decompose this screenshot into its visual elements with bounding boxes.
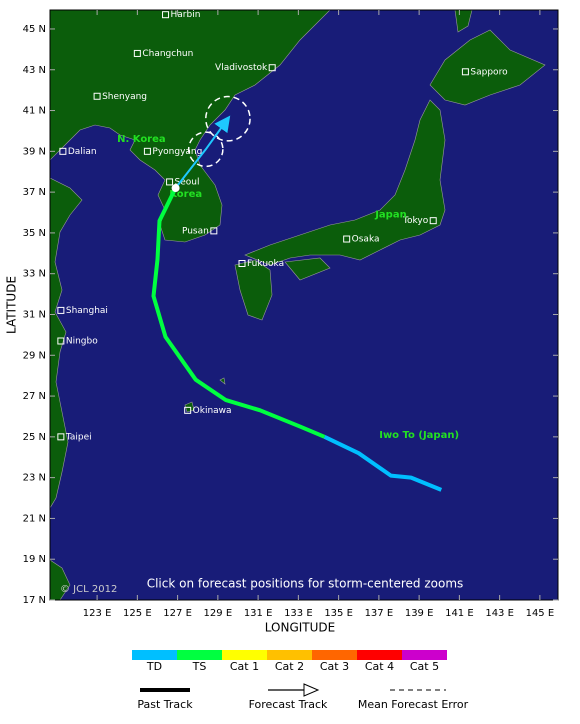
city-label: Harbin bbox=[171, 10, 201, 20]
city-label: Sapporo bbox=[470, 67, 508, 77]
forecast-error-circle bbox=[205, 95, 251, 142]
city-marker bbox=[57, 306, 65, 314]
city-marker bbox=[461, 68, 469, 76]
region-label: Iwo To (Japan) bbox=[379, 430, 459, 441]
city-marker bbox=[429, 217, 437, 225]
y-tick-label: 23 N bbox=[23, 473, 46, 484]
y-tick-label: 19 N bbox=[23, 554, 46, 565]
legend-label: TD bbox=[146, 660, 162, 673]
region-label: Korea bbox=[169, 189, 202, 200]
city-label: Taipei bbox=[65, 432, 92, 442]
legend-swatch bbox=[357, 650, 402, 660]
city-marker bbox=[268, 64, 276, 72]
legend-key-label: Past Track bbox=[137, 698, 193, 711]
past-track bbox=[323, 434, 443, 492]
forecast-track bbox=[174, 115, 231, 189]
city-label: Dalian bbox=[68, 147, 97, 157]
legend-swatch bbox=[312, 650, 357, 660]
y-tick-label: 45 N bbox=[23, 24, 46, 35]
legend-label: Cat 1 bbox=[230, 660, 259, 673]
legend-swatch bbox=[402, 650, 447, 660]
zoom-note: Click on forecast positions for storm-ce… bbox=[147, 577, 464, 591]
legend-label: Cat 5 bbox=[410, 660, 439, 673]
legend-label: TS bbox=[192, 660, 207, 673]
city-label: Seoul bbox=[175, 177, 200, 187]
y-tick-label: 37 N bbox=[23, 187, 46, 198]
city-marker bbox=[143, 147, 151, 155]
legend-label: Cat 3 bbox=[320, 660, 349, 673]
x-axis-label: LONGITUDE bbox=[265, 621, 335, 635]
x-tick-label: 139 E bbox=[405, 608, 434, 619]
city-label: Okinawa bbox=[193, 406, 232, 416]
past-track bbox=[151, 187, 326, 439]
y-tick-label: 33 N bbox=[23, 269, 46, 280]
forecast-error-circle bbox=[187, 131, 224, 168]
city-marker bbox=[93, 92, 101, 100]
y-tick-label: 25 N bbox=[23, 432, 46, 443]
x-tick-label: 127 E bbox=[163, 608, 192, 619]
x-tick-label: 133 E bbox=[284, 608, 313, 619]
city-marker bbox=[166, 178, 174, 186]
city-marker bbox=[57, 337, 65, 345]
legend-swatch bbox=[177, 650, 222, 660]
y-tick-label: 31 N bbox=[23, 309, 46, 320]
legend-label: Cat 4 bbox=[365, 660, 394, 673]
city-label: Fukuoka bbox=[247, 259, 284, 269]
legend-key-label: Forecast Track bbox=[249, 698, 328, 711]
city-label: Pyongyang bbox=[152, 147, 202, 157]
y-tick-label: 21 N bbox=[23, 513, 46, 524]
city-marker bbox=[162, 11, 170, 19]
city-label: Shanghai bbox=[66, 306, 108, 316]
city-marker bbox=[184, 406, 192, 414]
city-label: Tokyo bbox=[402, 216, 429, 226]
storm-position[interactable] bbox=[171, 184, 180, 193]
legend-key-label: Mean Forecast Error bbox=[358, 698, 469, 711]
x-tick-label: 129 E bbox=[204, 608, 233, 619]
y-tick-label: 27 N bbox=[23, 391, 46, 402]
y-tick-label: 35 N bbox=[23, 228, 46, 239]
x-tick-label: 145 E bbox=[526, 608, 555, 619]
region-label: N. Korea bbox=[117, 134, 166, 145]
y-tick-label: 41 N bbox=[23, 106, 46, 117]
y-tick-label: 29 N bbox=[23, 350, 46, 361]
x-tick-label: 131 E bbox=[244, 608, 273, 619]
x-tick-label: 135 E bbox=[324, 608, 353, 619]
city-marker bbox=[59, 147, 67, 155]
city-label: Changchun bbox=[142, 49, 193, 59]
x-tick-label: 137 E bbox=[365, 608, 394, 619]
land bbox=[50, 10, 546, 600]
copyright: © JCL 2012 bbox=[60, 584, 117, 595]
x-tick-label: 141 E bbox=[445, 608, 474, 619]
forecast-arrow-key bbox=[303, 683, 320, 697]
y-tick-label: 43 N bbox=[23, 65, 46, 76]
city-marker bbox=[238, 259, 246, 267]
city-label: Vladivostok bbox=[215, 63, 268, 73]
x-tick-label: 125 E bbox=[123, 608, 152, 619]
city-marker bbox=[210, 227, 218, 235]
city-marker bbox=[343, 235, 351, 243]
city-label: Ningbo bbox=[66, 336, 98, 346]
legend-swatch bbox=[132, 650, 177, 660]
x-tick-label: 143 E bbox=[485, 608, 514, 619]
legend-swatch bbox=[222, 650, 267, 660]
region-label: Japan bbox=[374, 210, 407, 221]
city-label: Osaka bbox=[352, 235, 380, 245]
legend-swatch bbox=[267, 650, 312, 660]
map-frame bbox=[49, 9, 559, 601]
x-tick-label: 123 E bbox=[83, 608, 112, 619]
city-marker bbox=[57, 433, 65, 441]
y-tick-label: 17 N bbox=[23, 595, 46, 606]
y-axis-label: LATITUDE bbox=[5, 276, 19, 334]
city-label: Shenyang bbox=[102, 92, 147, 102]
city-marker bbox=[133, 49, 141, 57]
city-label: Pusan bbox=[182, 226, 209, 236]
legend-label: Cat 2 bbox=[275, 660, 304, 673]
y-tick-label: 39 N bbox=[23, 146, 46, 157]
